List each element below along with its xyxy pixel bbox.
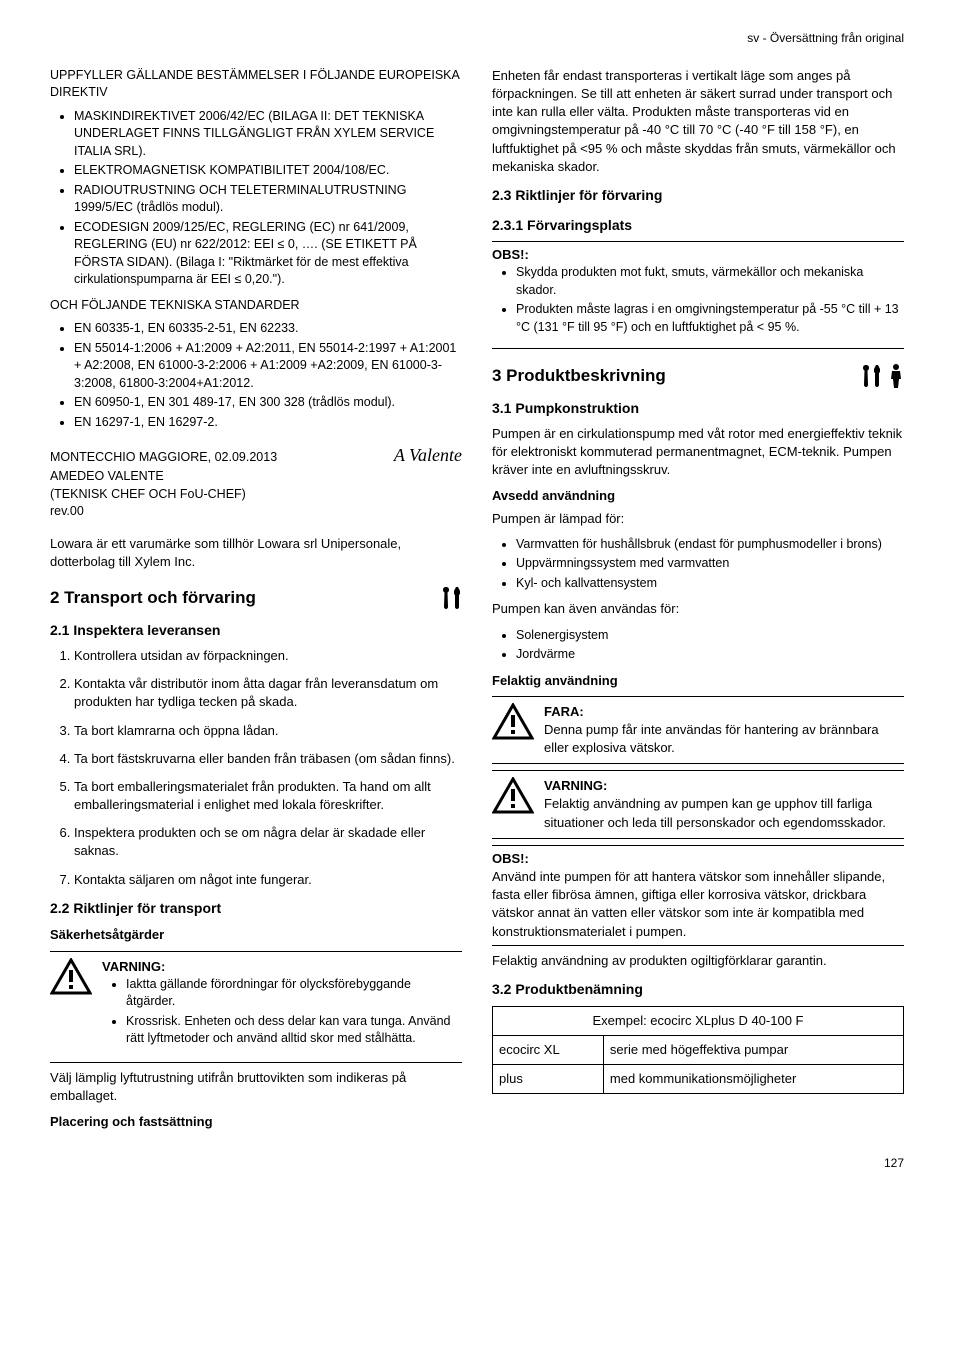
step-item: Kontrollera utsidan av förpackningen. (74, 647, 462, 665)
directive-item: ECODESIGN 2009/125/EC, REGLERING (EC) nr… (74, 219, 462, 289)
warning-box: VARNING: Iaktta gällande förordningar fö… (50, 951, 462, 1063)
warning-item: Krossrisk. Enheten och dess delar kan va… (126, 1013, 462, 1048)
warning-title: VARNING: (102, 958, 462, 976)
notice-items: Skydda produkten mot fukt, smuts, värmek… (492, 264, 904, 336)
warning-2-title: VARNING: (544, 777, 904, 795)
placement-heading: Placering och fastsättning (50, 1113, 462, 1131)
directive-item: MASKINDIREKTIVET 2006/42/EC (BILAGA II: … (74, 108, 462, 161)
left-column: UPPFYLLER GÄLLANDE BESTÄMMELSER I FÖLJAN… (50, 67, 462, 1136)
section-3-heading: 3 Produktbeskrivning (492, 363, 904, 389)
section-2-title: 2 Transport och förvaring (50, 586, 256, 610)
pump-description: Pumpen är en cirkulationspump med våt ro… (492, 425, 904, 480)
transport-conditions-text: Enheten får endast transporteras i verti… (492, 67, 904, 176)
incorrect-use-heading: Felaktig användning (492, 672, 904, 690)
page-number: 127 (50, 1155, 904, 1172)
section-3-2-heading: 3.2 Produktbenämning (492, 980, 904, 1000)
inspection-steps: Kontrollera utsidan av förpackningen. Ko… (50, 647, 462, 889)
tools-icon (440, 585, 462, 611)
directives-list: MASKINDIREKTIVET 2006/42/EC (BILAGA II: … (50, 108, 462, 289)
step-item: Kontakta säljaren om något inte fungerar… (74, 871, 462, 889)
standard-item: EN 60950-1, EN 301 489-17, EN 300 328 (t… (74, 394, 462, 412)
warning-items: Iaktta gällande förordningar för olycksf… (102, 976, 462, 1048)
table-cell: serie med högeffektiva pumpar (603, 1035, 903, 1064)
person-icon (888, 363, 904, 389)
also-intro: Pumpen kan även användas för: (492, 600, 904, 618)
signature-block: MONTECCHIO MAGGIORE, 02.09.2013 A Valent… (50, 443, 462, 521)
section-2-heading: 2 Transport och förvaring (50, 585, 462, 611)
notice-box: OBS!: Skydda produkten mot fukt, smuts, … (492, 241, 904, 349)
intended-use-heading: Avsedd användning (492, 487, 904, 505)
section-2-2-heading: 2.2 Riktlinjer för transport (50, 899, 462, 919)
table-header: Exempel: ecocirc XLplus D 40-100 F (493, 1006, 904, 1035)
warranty-text: Felaktig användning av produkten ogiltig… (492, 952, 904, 970)
notice-2-text: Använd inte pumpen för att hantera vätsk… (492, 868, 904, 941)
warning-box-2: VARNING: Felaktig användning av pumpen k… (492, 770, 904, 839)
tools-icon (860, 363, 882, 389)
table-cell: med kommunikationsmöjligheter (603, 1064, 903, 1093)
warning-item: Iaktta gällande förordningar för olycksf… (126, 976, 462, 1011)
standard-item: EN 55014-1:2006 + A1:2009 + A2:2011, EN … (74, 340, 462, 393)
section-2-1-heading: 2.1 Inspektera leveransen (50, 621, 462, 641)
trademark-note: Lowara är ett varumärke som tillhör Lowa… (50, 535, 462, 571)
header-language: sv - Översättning från original (50, 30, 904, 47)
intended-item: Varmvatten för hushållsbruk (endast för … (516, 536, 904, 554)
safety-measures-heading: Säkerhetsåtgärder (50, 926, 462, 944)
step-item: Ta bort klamrarna och öppna lådan. (74, 722, 462, 740)
intended-list: Varmvatten för hushållsbruk (endast för … (492, 536, 904, 593)
standard-item: EN 60335-1, EN 60335-2-51, EN 62233. (74, 320, 462, 338)
signatory-role: (TEKNISK CHEF OCH FoU-CHEF) (50, 486, 462, 504)
step-item: Kontakta vår distributör inom åtta dagar… (74, 675, 462, 711)
also-item: Jordvärme (516, 646, 904, 664)
warning-2-text: Felaktig användning av pumpen kan ge upp… (544, 795, 904, 831)
step-item: Inspektera produkten och se om några del… (74, 824, 462, 860)
warning-icon (50, 958, 92, 1056)
notice-title: OBS!: (492, 246, 904, 264)
table-cell: ecocirc XL (493, 1035, 604, 1064)
step-item: Ta bort fästskruvarna eller banden från … (74, 750, 462, 768)
section-3-1-heading: 3.1 Pumpkonstruktion (492, 399, 904, 419)
intended-intro: Pumpen är lämpad för: (492, 510, 904, 528)
standards-list: EN 60335-1, EN 60335-2-51, EN 62233. EN … (50, 320, 462, 431)
also-item: Solenergisystem (516, 627, 904, 645)
danger-text: Denna pump får inte användas för hanteri… (544, 721, 904, 757)
product-naming-table: Exempel: ecocirc XLplus D 40-100 F ecoci… (492, 1006, 904, 1095)
notice-item: Produkten måste lagras i en omgivningste… (516, 301, 904, 336)
standard-item: EN 16297-1, EN 16297-2. (74, 414, 462, 432)
intended-item: Uppvärmningssystem med varmvatten (516, 555, 904, 573)
danger-title: FARA: (544, 703, 904, 721)
notice-item: Skydda produkten mot fukt, smuts, värmek… (516, 264, 904, 299)
notice-2-title: OBS!: (492, 850, 904, 868)
table-row: plus med kommunikationsmöjligheter (493, 1064, 904, 1093)
lifting-text: Välj lämplig lyftutrustning utifrån brut… (50, 1069, 462, 1105)
signatory-name: AMEDEO VALENTE (50, 468, 462, 486)
step-item: Ta bort emballeringsmaterialet från prod… (74, 778, 462, 814)
table-row: ecocirc XL serie med högeffektiva pumpar (493, 1035, 904, 1064)
revision: rev.00 (50, 503, 462, 521)
directive-item: RADIOUTRUSTNING OCH TELETERMINALUTRUSTNI… (74, 182, 462, 217)
directive-item: ELEKTROMAGNETISK KOMPATIBILITET 2004/108… (74, 162, 462, 180)
intended-item: Kyl- och kallvattensystem (516, 575, 904, 593)
warning-icon (492, 703, 534, 758)
standards-intro: OCH FÖLJANDE TEKNISKA STANDARDER (50, 297, 462, 315)
two-column-layout: UPPFYLLER GÄLLANDE BESTÄMMELSER I FÖLJAN… (50, 67, 904, 1136)
signature: A Valente (394, 443, 462, 468)
section-2-3-heading: 2.3 Riktlinjer för förvaring (492, 186, 904, 206)
also-list: Solenergisystem Jordvärme (492, 627, 904, 664)
notice-box-2: OBS!: Använd inte pumpen för att hantera… (492, 845, 904, 946)
section-2-3-1-heading: 2.3.1 Förvaringsplats (492, 216, 904, 236)
place-date: MONTECCHIO MAGGIORE, 02.09.2013 (50, 449, 277, 467)
section-3-title: 3 Produktbeskrivning (492, 364, 666, 388)
warning-icon (492, 777, 534, 832)
table-cell: plus (493, 1064, 604, 1093)
right-column: Enheten får endast transporteras i verti… (492, 67, 904, 1136)
directives-intro: UPPFYLLER GÄLLANDE BESTÄMMELSER I FÖLJAN… (50, 67, 462, 102)
danger-box: FARA: Denna pump får inte användas för h… (492, 696, 904, 765)
